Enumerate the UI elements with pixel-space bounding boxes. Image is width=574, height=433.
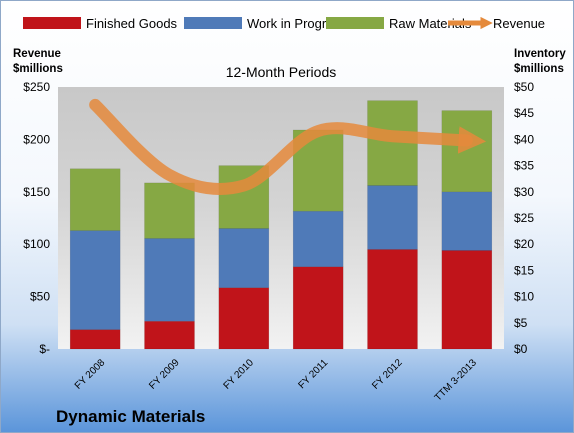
- bar-raw-materials: [144, 182, 195, 239]
- bar-finished-goods: [69, 329, 121, 350]
- legend-swatch-2: [326, 17, 384, 29]
- legend: Finished Goods Work in Progress Raw Materi…: [23, 16, 545, 31]
- bars: [69, 100, 493, 350]
- bar-finished-goods: [367, 249, 418, 350]
- revenue-line: [89, 98, 487, 196]
- legend-label-2: Raw Materials: [389, 16, 472, 31]
- right-tick-label: $40: [514, 132, 534, 146]
- right-tick-label: $20: [514, 237, 534, 251]
- bar-finished-goods: [144, 320, 195, 350]
- right-tick-label: $0: [514, 342, 528, 356]
- bar-work-in-progress: [441, 191, 493, 251]
- left-tick-label: $250: [23, 80, 50, 94]
- legend-swatch-0: [23, 17, 81, 29]
- left-tick-label: $50: [30, 290, 50, 304]
- bar-raw-materials: [441, 110, 493, 193]
- legend-swatch-1: [184, 17, 242, 29]
- bar-work-in-progress: [69, 230, 121, 330]
- right-tick-label: $15: [514, 263, 534, 277]
- category-label: FY 2008: [73, 357, 108, 392]
- bar-work-in-progress: [367, 185, 418, 250]
- bar-work-in-progress: [292, 210, 344, 267]
- right-axis-ticks: $0 $5 $10 $15 $20 $25 $30 $35 $40 $45 $50: [514, 80, 534, 356]
- category-label: TTM 3-2013: [433, 357, 480, 404]
- right-tick-label: $30: [514, 185, 534, 199]
- chart-subtitle: 12-Month Periods: [226, 64, 337, 80]
- right-axis-label-line1: Inventory: [514, 48, 566, 60]
- right-tick-label: $50: [514, 80, 534, 94]
- bar-raw-materials: [69, 168, 121, 231]
- left-tick-label: $150: [23, 185, 50, 199]
- company-name: Dynamic Materials: [56, 407, 205, 426]
- right-tick-label: $10: [514, 290, 534, 304]
- category-label: FY 2009: [147, 357, 182, 392]
- category-label: FY 2010: [222, 357, 257, 392]
- right-tick-label: $25: [514, 211, 534, 225]
- right-tick-label: $5: [514, 316, 528, 330]
- right-tick-label: $45: [514, 106, 534, 120]
- plot-area: [58, 87, 504, 349]
- right-tick-label: $35: [514, 159, 534, 173]
- category-label: FY 2011: [296, 357, 330, 391]
- bar-work-in-progress: [218, 228, 270, 288]
- legend-label-1: Work in Progress: [247, 16, 347, 31]
- revenue-line-path: [89, 98, 487, 196]
- right-axis-label-line2: $millions: [514, 63, 564, 75]
- left-tick-label: $-: [39, 342, 50, 356]
- category-labels: FY 2008 FY 2009 FY 2010 FY 2011 FY 2012 TTM 3…: [73, 357, 479, 404]
- left-axis-label-line1: Revenue: [13, 48, 61, 60]
- bar-finished-goods: [218, 287, 270, 350]
- left-tick-label: $100: [23, 237, 50, 251]
- left-tick-label: $200: [23, 132, 50, 146]
- bar-finished-goods: [441, 250, 493, 350]
- bar-work-in-progress: [144, 238, 195, 322]
- left-axis-ticks: $- $50 $100 $150 $200 $250: [23, 80, 50, 356]
- category-label: FY 2012: [370, 357, 405, 392]
- bar-finished-goods: [292, 266, 344, 350]
- legend-label-0: Finished Goods: [86, 16, 178, 31]
- left-axis-label-line2: $millions: [13, 63, 63, 75]
- legend-label-revenue: Revenue: [493, 16, 545, 31]
